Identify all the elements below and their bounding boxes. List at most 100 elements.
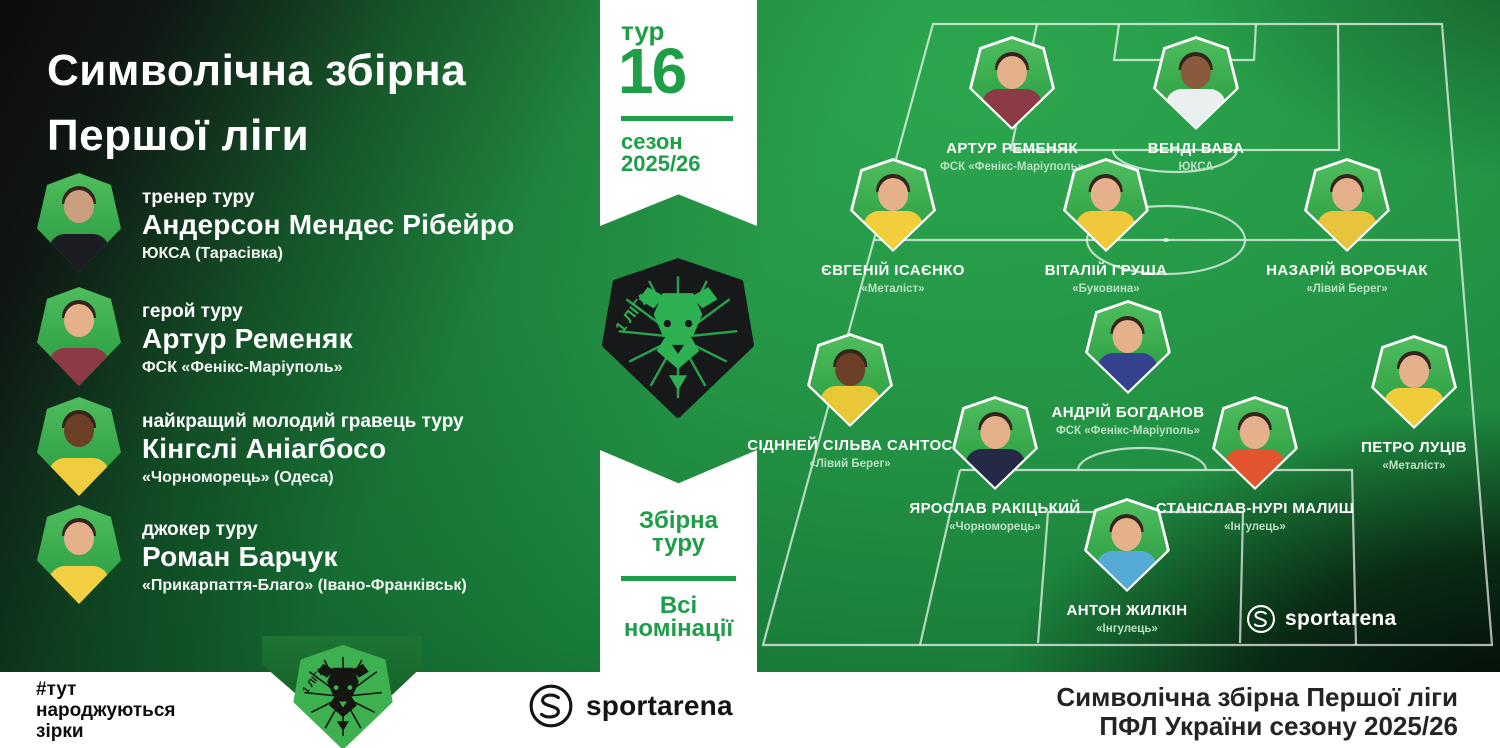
player-photo-badge [1156,39,1236,127]
player-photo-badge [37,287,121,386]
player-name: НАЗАРІЙ ВОРОБЧАК [1266,262,1428,279]
player-head [1331,178,1362,211]
round-label: тур [621,16,665,46]
player-photo-frame [951,396,1038,490]
season-word: сезон [621,129,683,154]
player-club: «Інгулець» [1096,623,1158,635]
pitch-player: АРТУР РЕМЕНЯК ФСК «Фенікс-Маріуполь» [940,36,1084,173]
player-name: СТАНІСЛАВ-НУРІ МАЛИШ [1155,500,1355,517]
pitch-player: СТАНІСЛАВ-НУРІ МАЛИШ «Інгулець» [1156,396,1355,533]
hashtag-slogan: #тут народжуються зірки [36,679,176,742]
player-photo-badge [853,161,933,249]
player-photo-badge [37,505,121,604]
player-name: ВЕНДІ ВАВА [1147,140,1245,157]
player-head [834,353,865,386]
player-photo-badge [1066,161,1146,249]
season-value: 2025/26 [621,151,701,176]
footer-strip [0,672,1500,748]
center-spot [1163,238,1169,242]
award-item: герой туру Артур Ременяк ФСК «Фенікс-Мар… [37,287,597,397]
round-number: 16 [618,35,687,107]
player-head [996,56,1027,89]
player-jersey [1166,89,1226,127]
award-category: тренер туру [142,187,255,208]
pitch-player: НАЗАРІЙ ВОРОБЧАК «Лівий Берег» [1266,158,1428,295]
title-line2: Першої ліги [47,111,310,160]
pitch-player: ПЕТРО ЛУЦІВ «Металіст» [1361,335,1467,472]
awards-list: тренер туру Андерсон Мендес Рібейро ЮКСА… [0,0,600,672]
team-ribbon-subtitle-line2: номінації [623,615,734,642]
player-club: ЮКСА [1178,161,1214,173]
team-ribbon-subtitle-line1: Всі [659,592,698,619]
bottom-penalty-arc [1076,446,1208,471]
team-ribbon-title-line1: Збірна [638,507,719,534]
player-name: ПЕТРО ЛУЦІВ [1361,439,1467,456]
player-club: «Лівий Берег» [1306,283,1388,295]
player-jersey [981,89,1042,127]
player-jersey [863,211,923,249]
player-photo-frame [1303,158,1390,252]
sportarena-icon [529,684,573,728]
player-photo-badge [37,173,121,272]
team-ribbon-subtitle: Всі номінації [600,592,757,642]
round-ribbon: тур 16 сезон 2025/26 [600,0,757,226]
player-jersey [1096,551,1157,589]
hashtag-line1: #тут [36,679,77,700]
team-ribbon-title-line2: туру [651,530,706,557]
player-photo-badge [954,399,1035,487]
season-label: сезон 2025/26 [621,131,701,175]
award-player-name: Роман Барчук [142,541,338,572]
team-ribbon: Збірна туру Всі номінації [600,450,757,672]
award-item: найкращий молодий гравець туру Кінгслі А… [37,397,597,507]
player-jersey [964,449,1025,487]
formation-players: АРТУР РЕМЕНЯК ФСК «Фенікс-Маріуполь» ВЕН… [747,36,1467,635]
player-head [64,522,94,555]
hashtag-line2: народжуються [36,700,176,721]
player-photo-frame [1083,498,1170,592]
bottom-penalty-box [918,468,1358,646]
top-penalty-arc [1111,149,1239,174]
player-photo-badge [809,336,890,424]
page-title: Символічна збірна Першої ліги [47,38,466,168]
pitch-player: СІДННЕЙ СІЛЬВА САНТОС «Лівий Берег» [747,333,953,470]
sportarena-label: sportarena [586,690,733,721]
player-name: АНТОН ЖИЛКІН [1066,602,1188,619]
player-head [979,416,1010,449]
player-head [64,190,94,223]
center-circle [1085,204,1247,276]
player-head [1111,518,1142,551]
player-club: «Металіст» [861,283,925,295]
sportarena-logo: sportarena [528,683,733,729]
award-player-name: Андерсон Мендес Рібейро [142,209,515,240]
player-name: СІДННЕЙ СІЛЬВА САНТОС [747,437,953,454]
ribbon-divider [621,116,733,121]
player-jersey [1316,211,1377,249]
award-player-name: Артур Ременяк [142,323,353,354]
player-jersey [49,348,109,386]
player-photo-frame [968,36,1055,130]
pitch-player: ЄВГЕНІЙ ІСАЄНКО «Металіст» [821,158,965,295]
player-photo-frame [1153,36,1239,130]
player-name: ЄВГЕНІЙ ІСАЄНКО [821,262,965,279]
player-head [64,304,94,337]
player-photo-frame [806,333,893,427]
player-head [64,414,94,447]
player-photo-frame [1211,396,1298,490]
player-photo-badge [1306,161,1387,249]
player-name: ВІТАЛІЙ ГРУША [1044,262,1168,279]
award-category: джокер туру [142,519,258,540]
sportarena-watermark: sportarena [1246,604,1397,634]
pitch-player: АНДРІЙ БОГДАНОВ ФСК «Фенікс-Маріуполь» [1052,300,1205,437]
award-category: найкращий молодий гравець туру [142,411,464,432]
award-player-club: «Чорноморець» (Одеса) [142,469,334,486]
player-club: «Металіст» [1382,460,1446,472]
player-name: ЯРОСЛАВ РАКІЦЬКИЙ [909,500,1081,517]
player-photo-frame [1085,300,1171,394]
player-head [1239,416,1270,449]
award-player-name: Кінгслі Аніагбосо [142,433,387,464]
sportarena-watermark-label: sportarena [1285,607,1397,630]
pitch-player: ЯРОСЛАВ РАКІЦЬКИЙ «Чорноморець» [909,396,1080,533]
player-jersey [819,386,880,424]
